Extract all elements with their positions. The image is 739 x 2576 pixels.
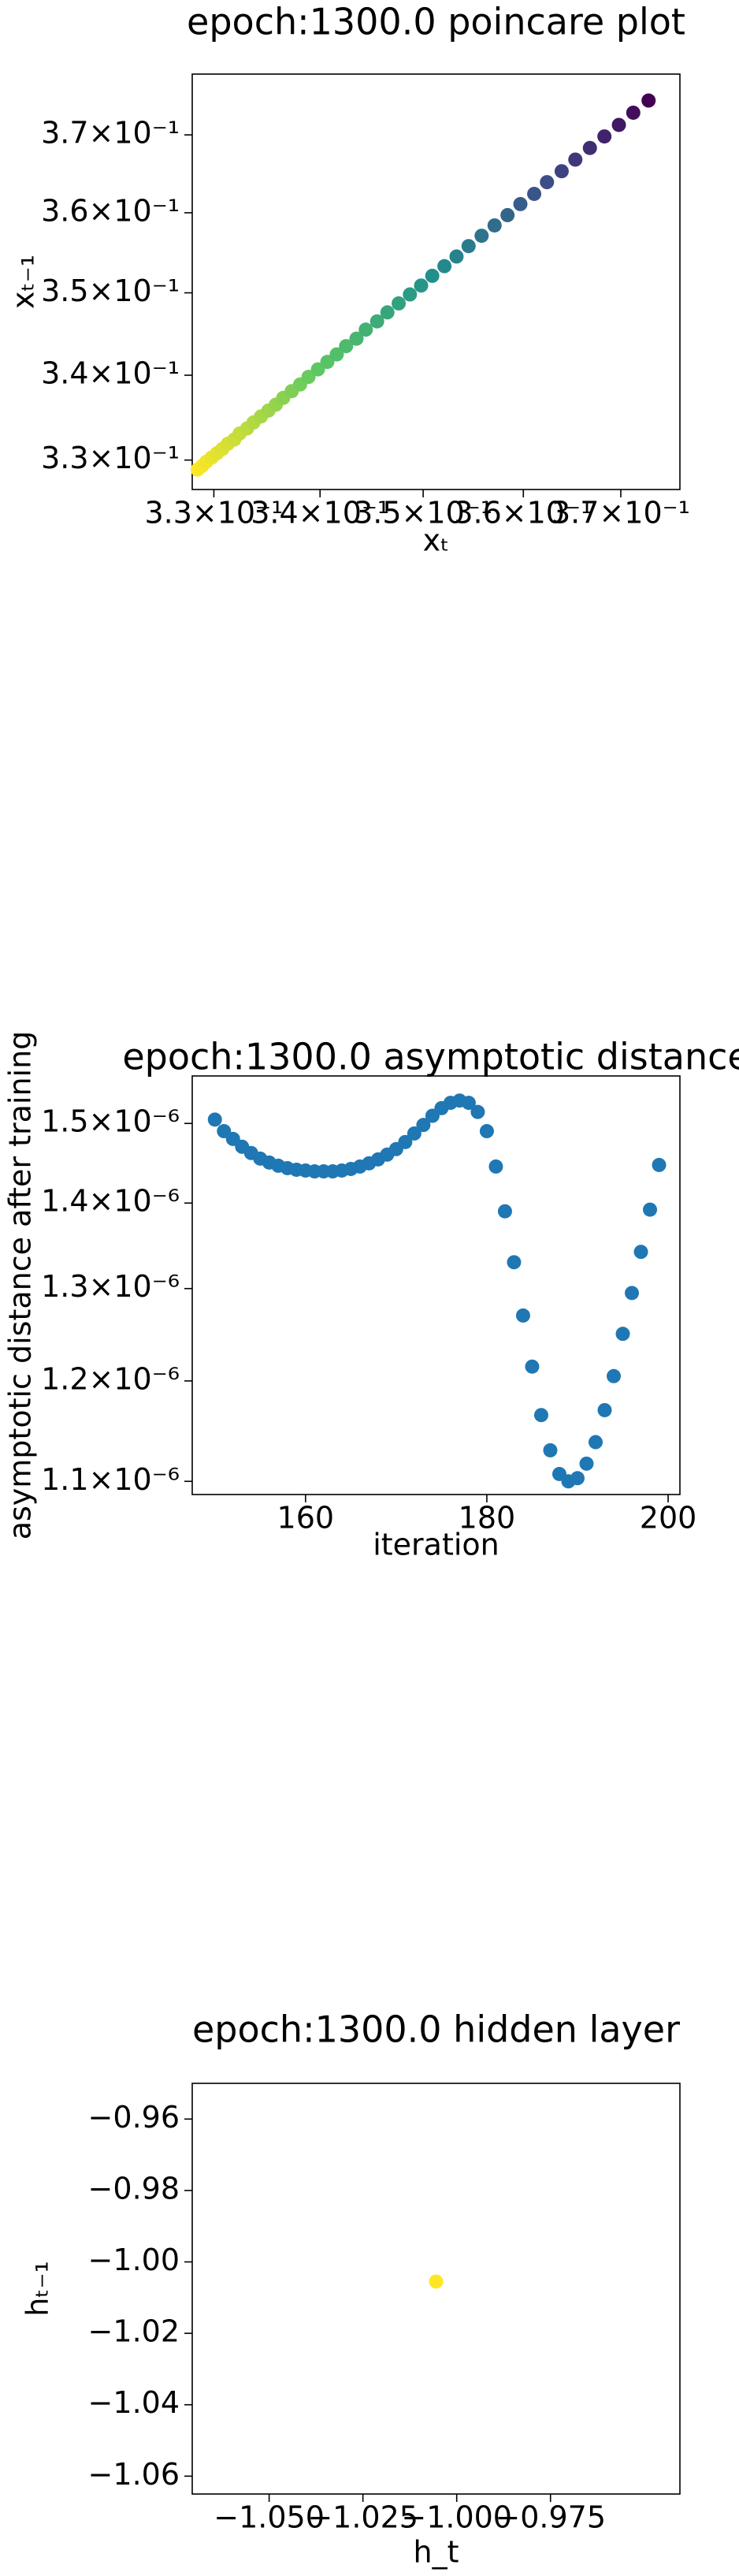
chart-title: epoch:1300.0 hidden layer — [192, 2008, 680, 2051]
scatter-point — [607, 1368, 622, 1383]
scatter-point — [643, 1202, 658, 1217]
y-tick-label: 3.6×10⁻¹ — [41, 193, 180, 228]
x-tick-label: 200 — [640, 1501, 697, 1536]
scatter-point — [474, 229, 489, 244]
y-tick-label: 3.5×10⁻¹ — [41, 274, 180, 308]
scatter-point — [407, 1126, 421, 1141]
x-tick-label: 3.7×10⁻¹ — [551, 496, 690, 530]
x-tick-label: 160 — [277, 1501, 335, 1536]
scatter-point — [479, 1124, 494, 1139]
scatter-point — [579, 1456, 594, 1471]
y-tick-label: 3.3×10⁻¹ — [41, 441, 180, 475]
y-tick-label: 3.7×10⁻¹ — [41, 116, 180, 151]
scatter-point — [301, 370, 316, 385]
scatter-point — [568, 152, 583, 167]
scatter-point — [500, 207, 515, 222]
scatter-point — [349, 331, 364, 346]
y-tick-label: −1.00 — [88, 2243, 180, 2277]
y-tick-label: 1.5×10⁻⁶ — [41, 1104, 180, 1139]
scatter-point — [380, 305, 395, 320]
scatter-point — [437, 259, 452, 274]
y-tick-label: 1.4×10⁻⁶ — [41, 1184, 180, 1219]
scatter-point — [416, 1118, 431, 1133]
scatter-point — [403, 287, 418, 302]
y-tick-label: 3.4×10⁻¹ — [41, 356, 180, 391]
scatter-point — [358, 322, 373, 337]
scatter-point — [533, 1408, 548, 1423]
y-axis-label: xₜ₋₁ — [6, 255, 41, 309]
scatter-point — [339, 339, 354, 354]
x-axis-label: xₜ — [423, 523, 450, 558]
chart-title: epoch:1300.0 poincare plot — [187, 1, 685, 43]
scatter-point — [525, 1359, 540, 1374]
y-tick-label: 1.3×10⁻⁶ — [41, 1269, 180, 1304]
scatter-point — [554, 164, 569, 179]
y-axis-label: hₜ₋₁ — [20, 2261, 55, 2317]
scatter-point — [487, 218, 502, 233]
scatter-point — [429, 2274, 444, 2289]
scatter-point — [507, 1255, 522, 1270]
y-tick-label: −1.02 — [88, 2314, 180, 2349]
scatter-point — [543, 1442, 558, 1457]
plot-frame — [191, 73, 681, 490]
chart-title: epoch:1300.0 asymptotic distance — [122, 1036, 739, 1078]
y-axis-label: asymptotic distance after training — [3, 1031, 38, 1540]
scatter-point — [329, 347, 344, 362]
scatter-point — [515, 1308, 530, 1323]
y-tick-label: −0.96 — [88, 2100, 180, 2135]
scatter-point — [461, 239, 476, 254]
scatter-point — [611, 117, 626, 132]
x-tick-label: −1.025 — [307, 2500, 418, 2535]
x-tick-label: 3.4×10⁻¹ — [251, 496, 389, 530]
scatter-point — [582, 140, 597, 155]
scatter-point — [570, 1471, 585, 1486]
scatter-point — [513, 196, 528, 211]
scatter-point — [497, 1204, 512, 1219]
scatter-point — [461, 1096, 476, 1111]
plot-frame — [191, 2083, 681, 2495]
scatter-point — [625, 1286, 640, 1301]
x-tick-label: 180 — [459, 1501, 516, 1536]
plot-frame — [191, 1075, 681, 1495]
scatter-point — [414, 278, 429, 293]
scatter-point — [488, 1159, 503, 1174]
scatter-point — [398, 1134, 413, 1149]
y-tick-label: −1.04 — [88, 2385, 180, 2420]
scatter-point — [652, 1157, 667, 1172]
scatter-point — [626, 105, 641, 120]
scatter-point — [641, 93, 656, 108]
x-axis-label: h_t — [414, 2535, 459, 2570]
x-tick-label: −1.050 — [214, 2500, 325, 2535]
scatter-point — [392, 296, 407, 311]
scatter-point — [633, 1245, 648, 1260]
scatter-point — [527, 186, 542, 201]
scatter-point — [470, 1104, 485, 1119]
x-tick-label: −0.975 — [495, 2500, 606, 2535]
y-tick-label: −1.06 — [88, 2457, 180, 2492]
scatter-point — [449, 249, 464, 264]
scatter-point — [540, 175, 555, 190]
x-axis-label: iteration — [373, 1528, 499, 1562]
scatter-point — [597, 129, 612, 144]
x-tick-label: −1.000 — [401, 2500, 512, 2535]
x-tick-label: 3.6×10⁻¹ — [454, 496, 592, 530]
scatter-point — [207, 1112, 222, 1127]
x-tick-label: 3.3×10⁻¹ — [144, 496, 283, 530]
x-tick-label: 3.5×10⁻¹ — [354, 496, 492, 530]
y-tick-label: 1.1×10⁻⁶ — [41, 1462, 180, 1497]
y-tick-label: −0.98 — [88, 2171, 180, 2206]
scatter-point — [615, 1327, 630, 1342]
scatter-point — [425, 268, 440, 283]
y-tick-label: 1.2×10⁻⁶ — [41, 1361, 180, 1396]
scatter-point — [370, 314, 384, 329]
scatter-point — [588, 1435, 603, 1450]
scatter-point — [597, 1402, 612, 1417]
